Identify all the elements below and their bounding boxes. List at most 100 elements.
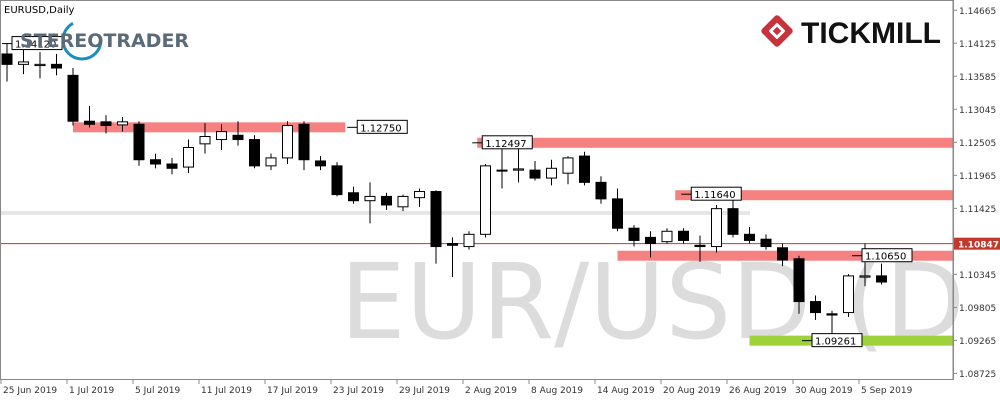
candle-7[interactable] (117, 116, 128, 132)
level-label-0: 1.12750 (347, 119, 408, 134)
price-tick-0: 1.14665 (959, 7, 996, 17)
candle-18[interactable] (298, 121, 310, 171)
candle-31[interactable] (513, 145, 524, 183)
price-tick-8: 1.10345 (959, 271, 996, 281)
svg-text:STEREOTRADER: STEREOTRADER (20, 30, 189, 52)
time-tick-6: 29 Jul 2019 (399, 386, 450, 396)
candle-22[interactable] (364, 182, 376, 224)
tickmill-icon (761, 15, 793, 47)
candle-34[interactable] (562, 156, 574, 185)
current-price-tag: 1.10847 (954, 237, 1000, 251)
candle-20[interactable] (331, 162, 343, 197)
candle-35[interactable] (579, 151, 590, 186)
time-tick-7: 2 Aug 2019 (465, 386, 517, 396)
candle-47[interactable] (777, 243, 788, 267)
candle-17[interactable] (282, 121, 293, 165)
candle-16[interactable] (265, 153, 277, 171)
price-tick-1: 1.14125 (959, 40, 996, 50)
candle-1[interactable] (18, 47, 29, 75)
candle-24[interactable] (397, 194, 409, 212)
candle-37[interactable] (612, 188, 623, 232)
candle-36[interactable] (595, 176, 607, 204)
candle-49[interactable] (810, 295, 821, 320)
svg-text:1.10650: 1.10650 (865, 252, 906, 263)
candle-8[interactable] (133, 121, 145, 166)
candle-19[interactable] (315, 156, 326, 171)
time-tick-4: 17 Jul 2019 (267, 386, 318, 396)
candle-28[interactable] (463, 231, 475, 250)
candle-45[interactable] (744, 226, 755, 244)
time-tick-13: 5 Sep 2019 (861, 386, 913, 396)
level-label-1: 1.12497 (472, 135, 533, 150)
candle-48[interactable] (793, 255, 805, 314)
candle-2[interactable] (34, 52, 46, 79)
svg-text:1.12750: 1.12750 (360, 123, 401, 134)
candle-40[interactable] (661, 228, 673, 244)
candle-14[interactable] (232, 121, 244, 146)
time-tick-11: 26 Aug 2019 (729, 386, 787, 396)
candle-26[interactable] (430, 190, 442, 264)
candle-44[interactable] (727, 197, 739, 238)
svg-text:1.14120: 1.14120 (15, 40, 56, 51)
time-tick-3: 11 Jul 2019 (201, 386, 252, 396)
candle-25[interactable] (414, 188, 425, 207)
price-tick-2: 1.13585 (959, 73, 996, 83)
candle-13[interactable] (216, 124, 227, 150)
time-tick-9: 14 Aug 2019 (597, 386, 655, 396)
candle-27[interactable] (447, 237, 458, 278)
candle-10[interactable] (166, 157, 178, 175)
candle-0[interactable] (1, 43, 13, 82)
grey-band (0, 210, 750, 215)
level-label-4: 1.09261 (802, 333, 863, 348)
candle-53[interactable] (876, 263, 887, 285)
candle-3[interactable] (51, 53, 62, 76)
candle-29[interactable] (480, 164, 491, 238)
candle-38[interactable] (628, 225, 640, 247)
svg-text:1.10847: 1.10847 (958, 241, 999, 251)
candle-5[interactable] (84, 105, 95, 128)
time-tick-5: 23 Jul 2019 (333, 386, 384, 396)
time-tick-2: 5 Jul 2019 (135, 386, 180, 396)
candle-21[interactable] (348, 186, 359, 204)
stereotrader-logo: STEREOTRADER (20, 19, 189, 61)
candle-51[interactable] (843, 274, 854, 317)
time-tick-8: 8 Aug 2019 (531, 386, 583, 396)
candle-6[interactable] (100, 115, 112, 134)
price-tick-4: 1.12505 (959, 139, 996, 149)
time-tick-10: 20 Aug 2019 (663, 386, 721, 396)
candle-30[interactable] (496, 142, 508, 189)
time-axis: 25 Jun 2019 1 Jul 2019 5 Jul 2019 11 Jul 20… (0, 380, 913, 396)
price-tick-3: 1.13045 (959, 106, 996, 116)
resistance-zone-1[interactable] (477, 137, 953, 148)
candle-32[interactable] (529, 160, 541, 181)
candle-41[interactable] (678, 228, 689, 244)
candle-4[interactable] (67, 68, 79, 126)
resistance-zone-2[interactable] (675, 190, 953, 201)
level-label-3: 1.10650 (852, 248, 913, 263)
symbol-label: EURUSD,Daily (4, 5, 75, 16)
candle-11[interactable] (183, 139, 194, 174)
time-tick-1: 1 Jul 2019 (69, 386, 114, 396)
candle-9[interactable] (150, 153, 161, 169)
price-tick-10: 1.09265 (959, 337, 996, 347)
candle-23[interactable] (381, 192, 392, 210)
candle-15[interactable] (249, 135, 260, 169)
tickmill-logo: TICKMILL (753, 2, 953, 60)
svg-text:TICKMILL: TICKMILL (801, 17, 941, 50)
svg-text:1.12497: 1.12497 (485, 139, 526, 150)
candle-12[interactable] (199, 123, 211, 154)
resistance-zone-0[interactable] (73, 122, 346, 133)
candle-39[interactable] (645, 231, 656, 258)
candle-43[interactable] (711, 204, 722, 253)
price-tick-5: 1.11965 (959, 172, 996, 182)
svg-text:1.09261: 1.09261 (815, 337, 856, 348)
candle-42[interactable] (694, 235, 706, 262)
candle-46[interactable] (760, 234, 772, 250)
candle-33[interactable] (546, 159, 557, 186)
level-label-2: 1.11640 (681, 186, 742, 201)
price-tick-9: 1.09805 (959, 304, 996, 314)
time-tick-12: 30 Aug 2019 (795, 386, 853, 396)
level-label-5: 1.14120 (2, 36, 63, 51)
